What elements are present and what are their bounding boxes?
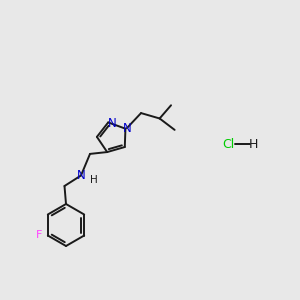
Text: Cl: Cl: [222, 137, 234, 151]
Text: N: N: [76, 169, 85, 182]
Text: F: F: [36, 230, 43, 240]
Text: N: N: [123, 122, 131, 135]
Text: N: N: [107, 117, 116, 130]
Text: H: H: [249, 137, 258, 151]
Text: H: H: [90, 175, 98, 185]
